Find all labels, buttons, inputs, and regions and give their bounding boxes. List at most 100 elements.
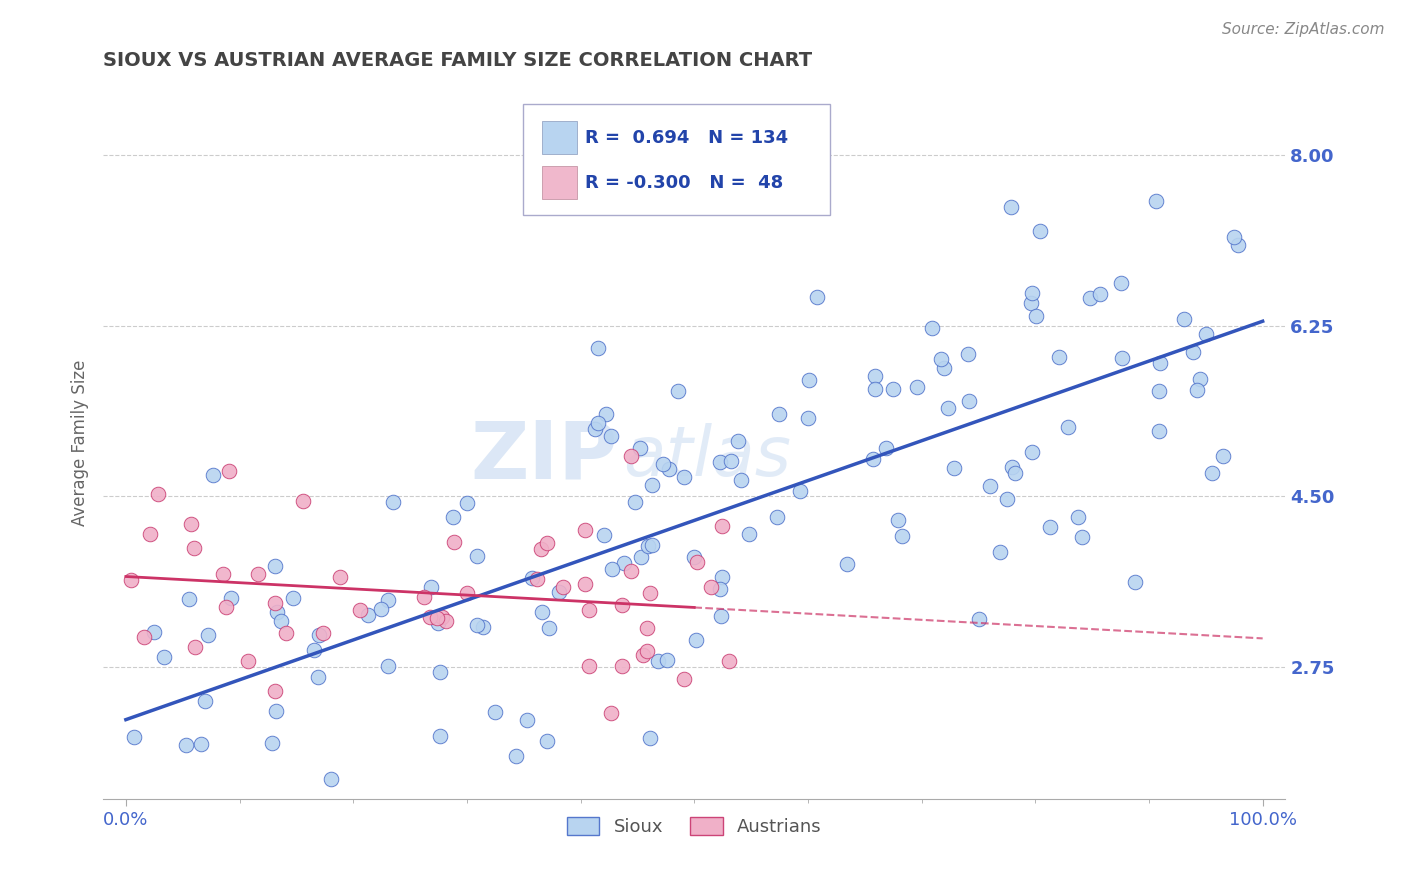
Point: [471, 620, 494, 634]
Point: [180, 516, 202, 531]
Point: [160, 831, 183, 846]
Point: [1149, 424, 1171, 438]
Point: [302, 643, 325, 657]
Point: [647, 655, 669, 669]
Point: [685, 632, 707, 647]
Point: [194, 694, 217, 708]
Point: [658, 462, 681, 476]
Point: [1088, 286, 1111, 301]
Point: [347, 805, 370, 820]
Point: [967, 612, 990, 626]
FancyBboxPatch shape: [523, 104, 830, 215]
Point: [574, 577, 596, 591]
Point: [307, 669, 329, 683]
Point: [148, 486, 170, 500]
Point: [357, 608, 380, 623]
Point: [1182, 345, 1205, 359]
Point: [1223, 230, 1246, 244]
Point: [683, 549, 706, 564]
Point: [266, 704, 288, 718]
Point: [1144, 194, 1167, 208]
Point: [929, 352, 952, 367]
Point: [412, 590, 434, 604]
Point: [1019, 295, 1042, 310]
Point: [875, 441, 897, 455]
Point: [218, 464, 240, 478]
Point: [631, 648, 654, 663]
Point: [264, 559, 287, 574]
Point: [574, 523, 596, 537]
Point: [292, 494, 315, 508]
Text: SIOUX VS AUSTRIAN AVERAGE FAMILY SIZE CORRELATION CHART: SIOUX VS AUSTRIAN AVERAGE FAMILY SIZE CO…: [103, 51, 813, 70]
Point: [641, 478, 664, 492]
Point: [1111, 277, 1133, 291]
Point: [117, 825, 139, 839]
Point: [718, 654, 741, 668]
Point: [377, 658, 399, 673]
Point: [120, 573, 142, 587]
Point: [995, 491, 1018, 506]
Point: [709, 582, 731, 596]
Y-axis label: Average Family Size: Average Family Size: [72, 359, 89, 526]
Point: [308, 628, 330, 642]
Point: [738, 527, 761, 541]
Point: [583, 421, 606, 435]
Point: [536, 734, 558, 748]
Point: [443, 535, 465, 549]
Point: [1201, 466, 1223, 480]
Point: [419, 610, 441, 624]
Point: [637, 539, 659, 553]
Point: [921, 321, 943, 335]
Point: [730, 474, 752, 488]
Point: [620, 449, 643, 463]
Point: [640, 586, 662, 600]
Point: [426, 611, 449, 625]
Point: [988, 545, 1011, 559]
Point: [456, 586, 478, 600]
Point: [281, 591, 304, 606]
Point: [215, 599, 238, 614]
Point: [153, 650, 176, 665]
Point: [1173, 312, 1195, 326]
Point: [672, 470, 695, 484]
Point: [183, 640, 205, 654]
Text: Source: ZipAtlas.com: Source: ZipAtlas.com: [1222, 22, 1385, 37]
Point: [1111, 351, 1133, 366]
Point: [143, 625, 166, 640]
Point: [441, 509, 464, 524]
Point: [720, 454, 742, 468]
Point: [183, 541, 205, 555]
Point: [624, 494, 647, 508]
FancyBboxPatch shape: [541, 166, 578, 199]
Point: [835, 558, 858, 572]
Point: [219, 591, 242, 606]
Point: [1039, 519, 1062, 533]
Point: [586, 416, 609, 430]
Point: [613, 556, 636, 570]
Point: [538, 621, 561, 635]
Point: [806, 290, 828, 304]
FancyBboxPatch shape: [541, 121, 578, 154]
Point: [420, 580, 443, 594]
Point: [520, 571, 543, 585]
Point: [1028, 224, 1050, 238]
Point: [666, 384, 689, 399]
Point: [247, 567, 270, 582]
Point: [190, 737, 212, 751]
Point: [1185, 383, 1208, 397]
Text: atlas: atlas: [623, 424, 792, 491]
Point: [382, 494, 405, 508]
Point: [1149, 384, 1171, 398]
Point: [766, 509, 789, 524]
Point: [484, 706, 506, 720]
Point: [595, 407, 617, 421]
Point: [312, 626, 335, 640]
Point: [505, 749, 527, 764]
Point: [1000, 200, 1022, 214]
Point: [957, 394, 980, 409]
Point: [530, 605, 553, 619]
Point: [516, 713, 538, 727]
Point: [1049, 350, 1071, 364]
Point: [863, 382, 886, 396]
Point: [882, 382, 904, 396]
